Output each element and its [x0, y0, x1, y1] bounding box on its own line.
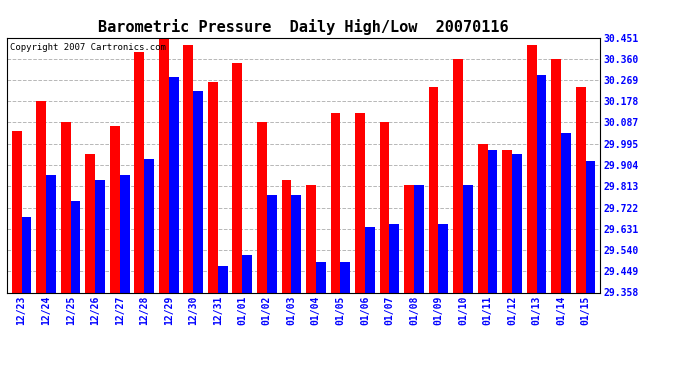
Bar	[316, 262, 326, 292]
Bar	[46, 176, 56, 292]
Bar	[586, 161, 595, 292]
Bar	[526, 45, 537, 292]
Bar	[575, 87, 586, 292]
Bar	[306, 185, 316, 292]
Bar	[21, 217, 32, 292]
Bar	[257, 122, 267, 292]
Bar	[282, 180, 291, 292]
Bar	[144, 159, 154, 292]
Bar	[561, 134, 571, 292]
Bar	[438, 224, 449, 292]
Bar	[233, 63, 242, 292]
Bar	[169, 77, 179, 292]
Title: Barometric Pressure  Daily High/Low  20070116: Barometric Pressure Daily High/Low 20070…	[98, 19, 509, 35]
Bar	[365, 227, 375, 292]
Bar	[537, 75, 546, 292]
Bar	[488, 150, 497, 292]
Text: Copyright 2007 Cartronics.com: Copyright 2007 Cartronics.com	[10, 43, 166, 52]
Bar	[340, 262, 351, 292]
Bar	[95, 180, 105, 292]
Bar	[291, 195, 301, 292]
Bar	[37, 101, 46, 292]
Bar	[184, 45, 193, 292]
Bar	[208, 82, 218, 292]
Bar	[218, 266, 228, 292]
Bar	[463, 185, 473, 292]
Bar	[551, 59, 561, 292]
Bar	[355, 113, 365, 292]
Bar	[414, 185, 424, 292]
Bar	[135, 52, 144, 292]
Bar	[110, 126, 119, 292]
Bar	[86, 154, 95, 292]
Bar	[380, 122, 389, 292]
Bar	[477, 144, 488, 292]
Bar	[12, 131, 21, 292]
Bar	[70, 201, 81, 292]
Bar	[404, 185, 414, 292]
Bar	[242, 255, 252, 292]
Bar	[119, 176, 130, 292]
Bar	[331, 113, 340, 292]
Bar	[389, 224, 400, 292]
Bar	[502, 150, 512, 292]
Bar	[193, 92, 203, 292]
Bar	[428, 87, 438, 292]
Bar	[267, 195, 277, 292]
Bar	[453, 59, 463, 292]
Bar	[512, 154, 522, 292]
Bar	[61, 122, 70, 292]
Bar	[159, 38, 169, 292]
